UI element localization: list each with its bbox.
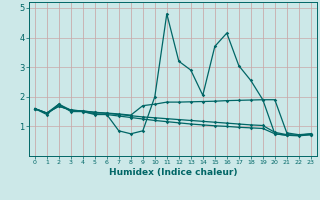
X-axis label: Humidex (Indice chaleur): Humidex (Indice chaleur)	[108, 168, 237, 177]
